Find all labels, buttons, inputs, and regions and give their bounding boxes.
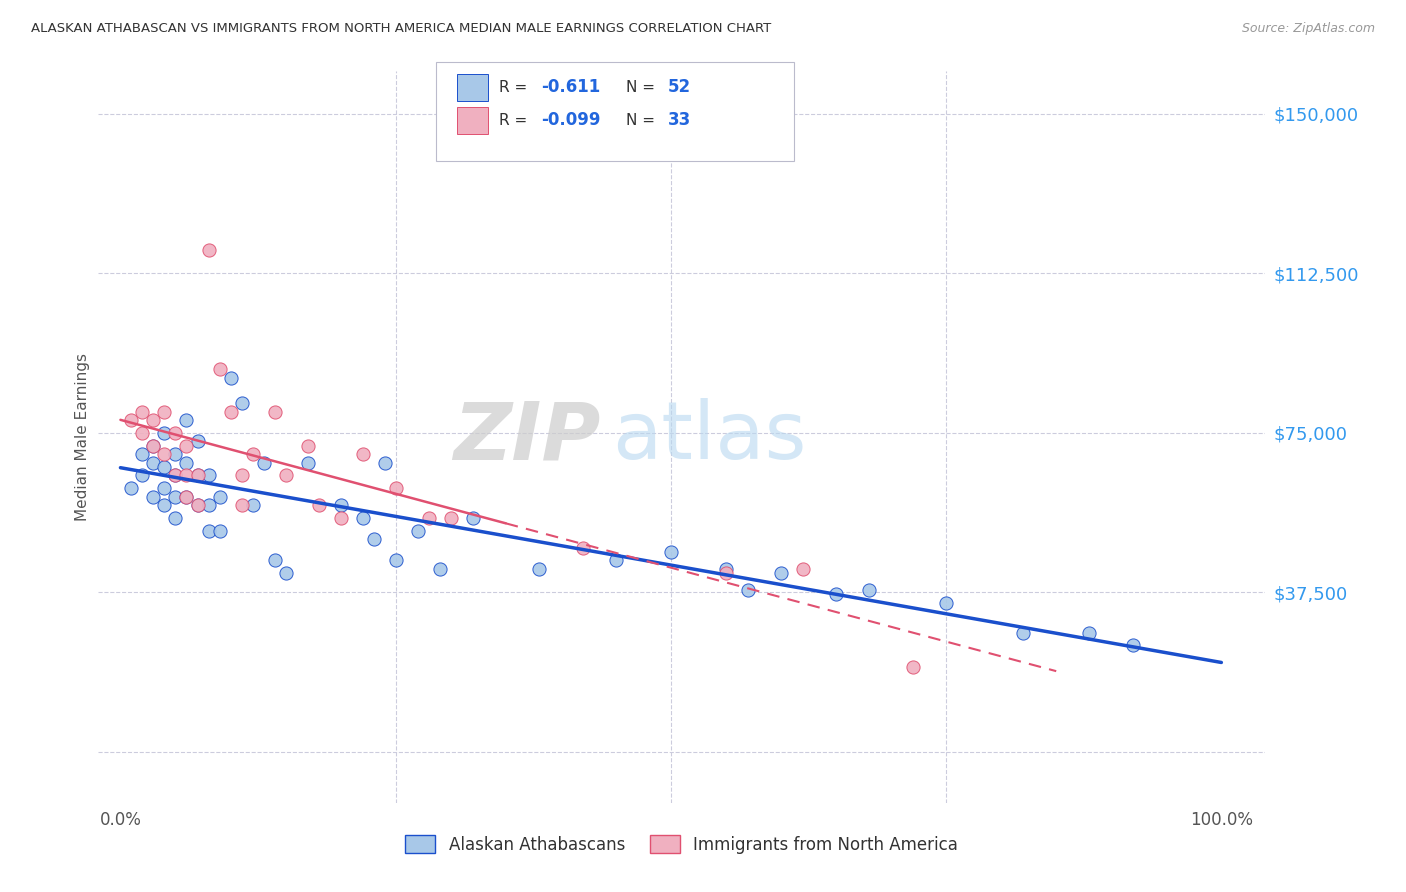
Point [176, 490, 198, 504]
Point [440, 511, 463, 525]
Text: ALASKAN ATHABASCAN VS IMMIGRANTS FROM NORTH AMERICA MEDIAN MALE EARNINGS CORRELA: ALASKAN ATHABASCAN VS IMMIGRANTS FROM NO… [31, 22, 770, 36]
Point [142, 439, 165, 453]
Point [352, 511, 374, 525]
Point [418, 511, 440, 525]
Point [242, 498, 264, 512]
Point [901, 659, 924, 673]
Point [197, 468, 219, 483]
Point [219, 370, 242, 384]
Point [131, 468, 153, 483]
Point [329, 511, 352, 525]
Point [297, 439, 319, 453]
Point [165, 447, 187, 461]
Point [737, 583, 759, 598]
Point [153, 498, 176, 512]
Point [120, 413, 142, 427]
Point [176, 468, 198, 483]
Point [231, 498, 253, 512]
Point [165, 468, 187, 483]
Point [186, 498, 208, 512]
Point [208, 490, 231, 504]
Point [197, 524, 219, 538]
Point [429, 562, 451, 576]
Point [363, 532, 385, 546]
Point [461, 511, 484, 525]
Legend: Alaskan Athabascans, Immigrants from North America: Alaskan Athabascans, Immigrants from Nor… [399, 829, 965, 860]
Point [142, 439, 165, 453]
Point [176, 490, 198, 504]
Point [263, 404, 285, 418]
Point [308, 498, 330, 512]
Point [120, 481, 142, 495]
Point [659, 545, 682, 559]
Point [131, 404, 153, 418]
Point [527, 562, 550, 576]
Point [153, 481, 176, 495]
Point [186, 468, 208, 483]
Point [165, 511, 187, 525]
Point [252, 456, 274, 470]
Point [176, 413, 198, 427]
Text: -0.099: -0.099 [541, 112, 600, 129]
Point [769, 566, 792, 581]
Point [153, 404, 176, 418]
Point [1012, 625, 1035, 640]
Point [714, 566, 737, 581]
Point [197, 243, 219, 257]
Point [352, 447, 374, 461]
Point [825, 587, 848, 601]
Text: R =: R = [499, 113, 533, 128]
Point [858, 583, 880, 598]
Text: N =: N = [626, 80, 659, 95]
Point [186, 498, 208, 512]
Point [176, 439, 198, 453]
Point [242, 447, 264, 461]
Point [165, 490, 187, 504]
Point [231, 468, 253, 483]
Point [792, 562, 814, 576]
Point [208, 362, 231, 376]
Point [384, 481, 406, 495]
Text: Source: ZipAtlas.com: Source: ZipAtlas.com [1241, 22, 1375, 36]
Point [165, 468, 187, 483]
Point [219, 404, 242, 418]
Point [142, 413, 165, 427]
Point [605, 553, 627, 567]
Point [374, 456, 396, 470]
Point [297, 456, 319, 470]
Point [572, 541, 595, 555]
Point [274, 468, 297, 483]
Point [208, 524, 231, 538]
Point [142, 490, 165, 504]
Point [131, 425, 153, 440]
Point [153, 425, 176, 440]
Point [165, 425, 187, 440]
Point [153, 447, 176, 461]
Text: 33: 33 [668, 112, 692, 129]
Point [406, 524, 429, 538]
Point [186, 434, 208, 449]
Text: atlas: atlas [612, 398, 806, 476]
Point [153, 459, 176, 474]
Point [263, 553, 285, 567]
Point [197, 498, 219, 512]
Text: R =: R = [499, 80, 533, 95]
Text: 52: 52 [668, 78, 690, 96]
Point [176, 456, 198, 470]
Point [186, 468, 208, 483]
Point [131, 447, 153, 461]
Text: ZIP: ZIP [453, 398, 600, 476]
Point [714, 562, 737, 576]
Point [384, 553, 406, 567]
Text: -0.611: -0.611 [541, 78, 600, 96]
Y-axis label: Median Male Earnings: Median Male Earnings [75, 353, 90, 521]
Point [329, 498, 352, 512]
Point [274, 566, 297, 581]
Point [142, 456, 165, 470]
Point [231, 396, 253, 410]
Point [935, 596, 957, 610]
Text: N =: N = [626, 113, 659, 128]
Point [1078, 625, 1101, 640]
Point [1122, 639, 1144, 653]
